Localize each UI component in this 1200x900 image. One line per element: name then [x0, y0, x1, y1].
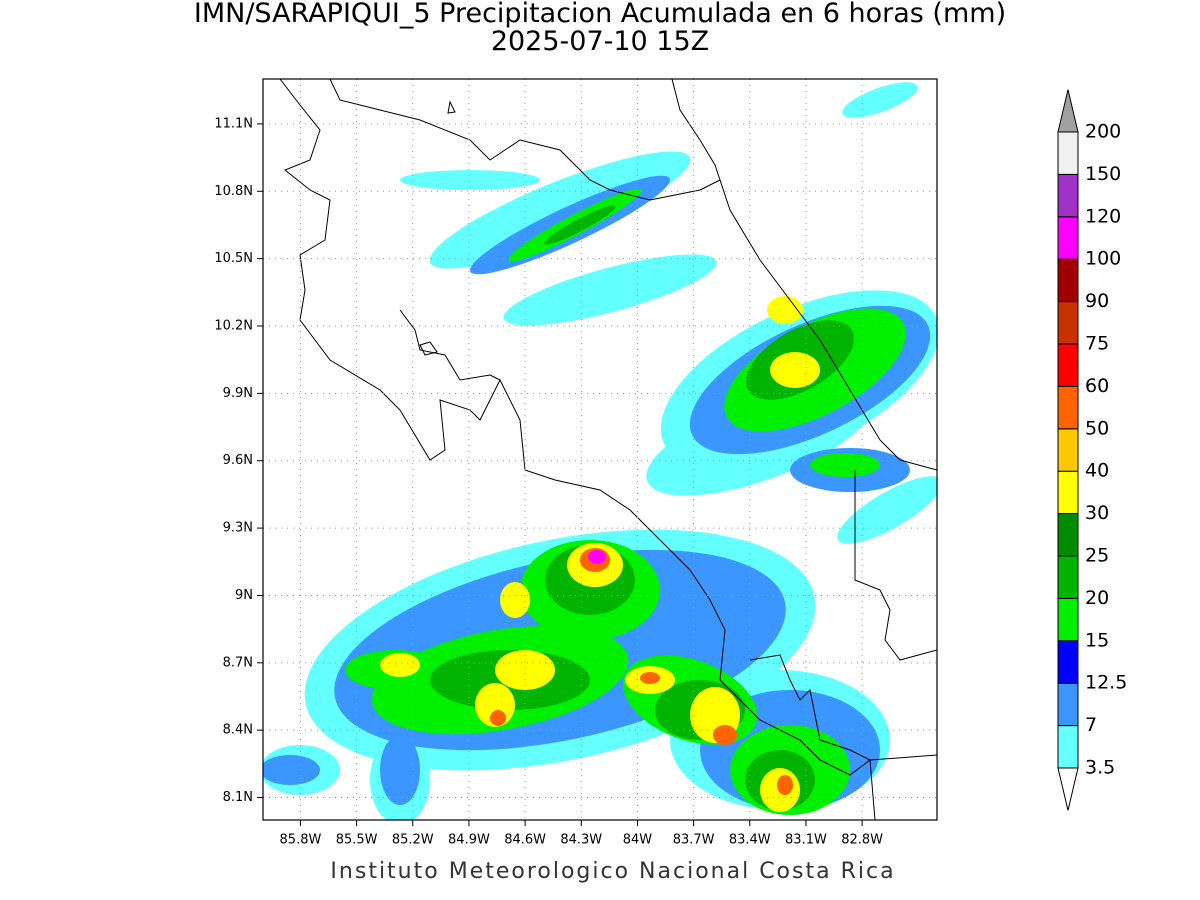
lat-tick-label: 9N — [235, 588, 253, 603]
colorbar-box — [1057, 216, 1079, 260]
lon-tick-label: 83.1W — [785, 833, 827, 848]
lat-tick-label: 9.3N — [223, 521, 253, 536]
colorbar-box — [1057, 640, 1079, 684]
colorbar-label: 20 — [1085, 587, 1109, 609]
lat-tick-label: 8.4N — [223, 723, 253, 738]
graticule: 85.8W 85.5W 85.2W 84.9W 84.6W 84.3W 84W 83.7W 83… — [214, 79, 937, 848]
lon-tick-label: 84.9W — [448, 833, 490, 848]
colorbar-box — [1057, 513, 1079, 557]
colorbar-label: 60 — [1085, 375, 1109, 397]
subtitle: 2025-07-10 15Z — [491, 26, 709, 57]
colorbar-label: 100 — [1085, 248, 1121, 270]
precipitation-field — [263, 82, 937, 820]
credit: Instituto Meteorologico Nacional Costa R… — [330, 859, 895, 884]
colorbar-label: 50 — [1085, 417, 1109, 439]
lon-tick-label: 84.6W — [504, 833, 546, 848]
colorbar-over — [1057, 89, 1079, 133]
colorbar-box — [1057, 301, 1079, 345]
lon-tick-label: 84W — [623, 833, 653, 848]
lon-tick-label: 83.7W — [673, 833, 715, 848]
colorbar-box — [1057, 555, 1079, 599]
colorbar-label: 3.5 — [1085, 757, 1115, 779]
colorbar-label: 40 — [1085, 460, 1109, 482]
lat-tick-label: 8.7N — [223, 655, 253, 670]
colorbar-box — [1057, 428, 1079, 472]
lat-tick-label: 10.8N — [214, 184, 253, 199]
colorbar-label: 12.5 — [1085, 672, 1127, 694]
colorbar-under — [1057, 767, 1079, 811]
colorbar-box — [1057, 258, 1079, 303]
colorbar-box — [1057, 131, 1079, 175]
colorbar-label: 7 — [1085, 714, 1097, 736]
map-frame — [262, 78, 938, 821]
lat-tick-label: 9.9N — [223, 386, 253, 401]
coastline — [279, 79, 937, 820]
lon-tick-label: 85.2W — [392, 833, 434, 848]
lat-tick-label: 10.5N — [214, 251, 253, 266]
colorbar-box — [1057, 173, 1079, 218]
colorbar-label: 90 — [1085, 290, 1109, 312]
colorbar-label: 150 — [1085, 163, 1121, 185]
lon-tick-label: 85.8W — [280, 833, 322, 848]
lon-tick-label: 83.4W — [729, 833, 771, 848]
lat-tick-label: 9.6N — [223, 453, 253, 468]
title: IMN/SARAPIQUI_5 Precipitacion Acumulada … — [194, 0, 1006, 29]
colorbar-box — [1057, 597, 1079, 642]
lon-tick-label: 82.8W — [841, 833, 883, 848]
colorbar-box — [1057, 385, 1079, 430]
colorbar-label: 30 — [1085, 502, 1109, 524]
lon-tick-label: 85.5W — [336, 833, 378, 848]
colorbar-box — [1057, 343, 1079, 387]
lat-tick-label: 8.1N — [223, 790, 253, 805]
lat-tick-label: 11.1N — [214, 116, 253, 131]
colorbar: 3.5 7 12.5 15 20 25 30 40 50 60 75 90 100 120 150 200 — [1057, 89, 1127, 811]
colorbar-label: 200 — [1085, 121, 1121, 143]
colorbar-label: 120 — [1085, 205, 1121, 227]
colorbar-box — [1057, 725, 1079, 769]
lat-tick-label: 10.2N — [214, 319, 253, 334]
colorbar-label: 25 — [1085, 545, 1109, 567]
lon-tick-label: 84.3W — [560, 833, 602, 848]
colorbar-label: 15 — [1085, 629, 1109, 651]
colorbar-label: 75 — [1085, 333, 1109, 355]
colorbar-box — [1057, 470, 1079, 515]
colorbar-box — [1057, 682, 1079, 727]
